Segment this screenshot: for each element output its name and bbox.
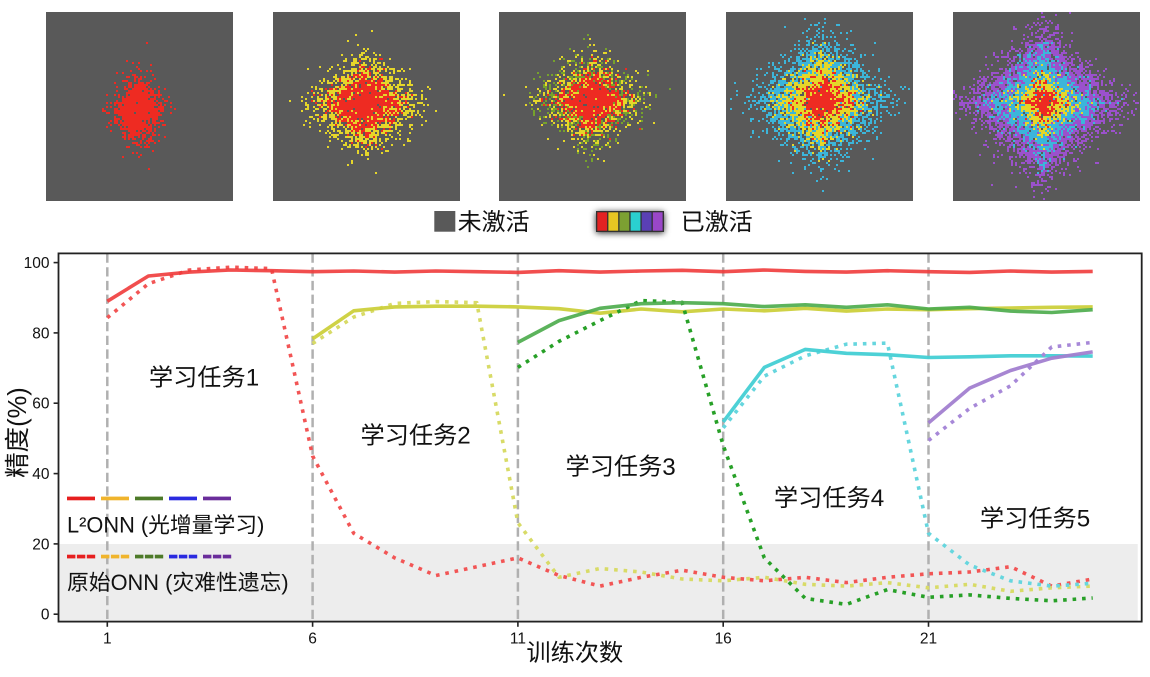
svg-text:5: 5	[1077, 506, 1090, 533]
svg-text:60: 60	[32, 396, 50, 413]
svg-text:80: 80	[32, 325, 50, 342]
svg-text:6: 6	[308, 631, 317, 648]
svg-text:4: 4	[871, 485, 884, 512]
svg-text:): )	[281, 570, 288, 595]
svg-text:1: 1	[103, 631, 112, 648]
svg-text:100: 100	[24, 255, 50, 272]
svg-text:11: 11	[510, 631, 526, 648]
svg-text:1: 1	[246, 365, 259, 392]
svg-text:2: 2	[457, 423, 470, 450]
svg-text:3: 3	[662, 454, 675, 481]
svg-text:(%): (%)	[4, 387, 32, 427]
svg-text:ONN (: ONN (	[111, 570, 173, 595]
svg-text:): )	[257, 513, 264, 538]
svg-text:L²ONN (: L²ONN (	[67, 513, 149, 538]
svg-text:21: 21	[920, 631, 937, 648]
svg-text:20: 20	[32, 536, 50, 553]
svg-text:16: 16	[715, 631, 732, 648]
svg-text:40: 40	[32, 466, 50, 483]
svg-text:0: 0	[41, 607, 50, 624]
